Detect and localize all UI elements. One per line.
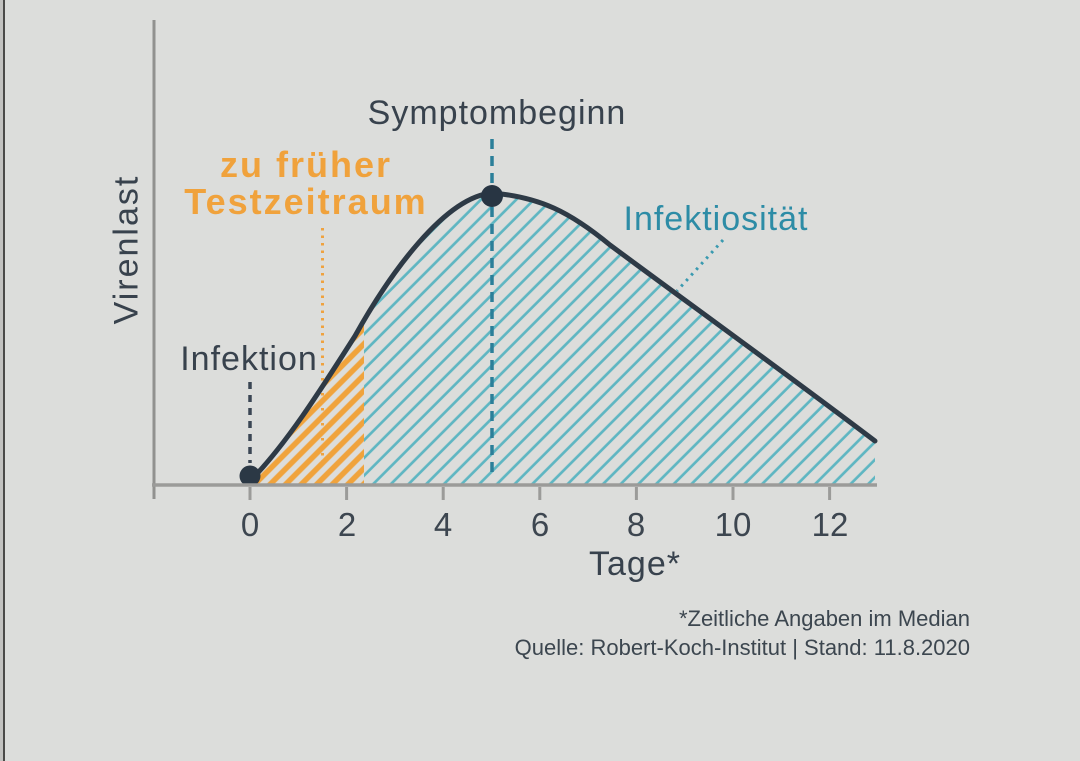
x-tick-label-10: 10 — [714, 506, 752, 543]
x-tick-label-4: 4 — [433, 506, 453, 543]
infectiosity-dotted-pointer — [675, 238, 725, 293]
infectiosity-label: Infektiosität — [623, 200, 809, 238]
early-test-label: zu früher Testzeitraum — [156, 146, 456, 220]
x-tick-label-0: 0 — [240, 506, 260, 543]
left-edge-strip — [0, 0, 3, 761]
early-test-label-line2: Testzeitraum — [184, 181, 428, 222]
x-tick-label-2: 2 — [337, 506, 357, 543]
x-tick-label-12: 12 — [811, 506, 849, 543]
x-tick-label-8: 8 — [626, 506, 646, 543]
x-tick-label-6: 6 — [530, 506, 550, 543]
x-axis-ticks — [248, 487, 832, 500]
symptom-onset-dot — [481, 185, 503, 207]
early-test-area-hatch — [250, 321, 364, 485]
left-edge-line — [3, 0, 5, 761]
footer-source: Quelle: Robert-Koch-Institut | Stand: 11… — [514, 635, 970, 660]
footer: *Zeitliche Angaben im Median Quelle: Rob… — [410, 604, 970, 662]
y-axis-title: Virenlast — [107, 174, 146, 325]
infection-label: Infektion — [180, 340, 318, 378]
early-test-label-line1: zu früher — [219, 144, 392, 185]
footer-note: *Zeitliche Angaben im Median — [678, 606, 970, 631]
x-axis-title: Tage* — [589, 545, 681, 583]
infection-point-dot — [239, 465, 261, 487]
symptom-onset-label: Symptombeginn — [367, 94, 627, 132]
